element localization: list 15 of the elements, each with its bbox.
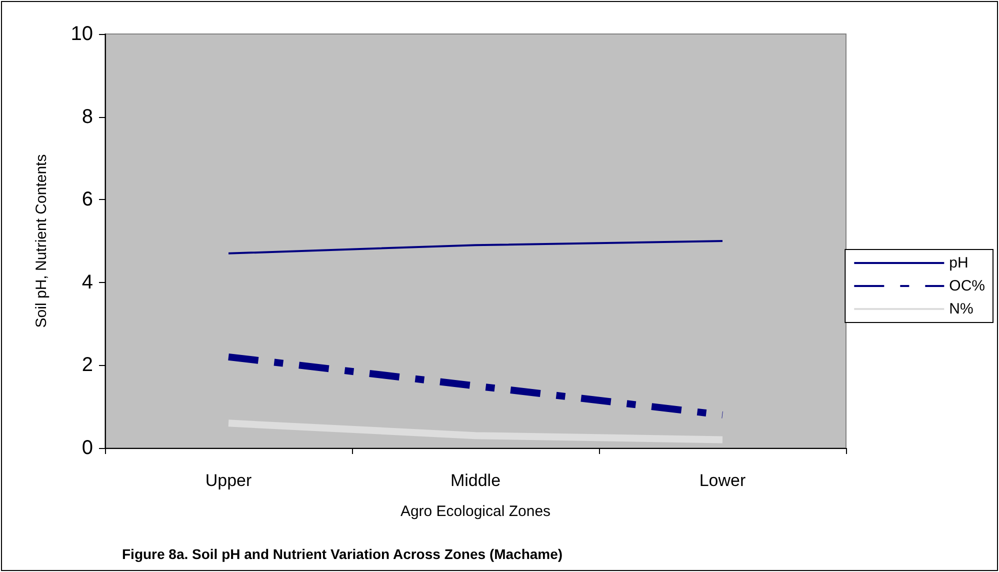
- x-tick-label: Lower: [699, 471, 746, 490]
- y-tick-label: 8: [82, 106, 93, 128]
- y-axis-title: Soil pH, Nutrient Contents: [33, 154, 50, 328]
- x-tick-label: Middle: [450, 471, 501, 490]
- y-tick-label: 2: [82, 354, 93, 376]
- x-axis-title: Agro Ecological Zones: [400, 503, 551, 520]
- text: pH: [949, 254, 968, 272]
- y-tick-label: 6: [82, 188, 93, 211]
- y-tick-label: 0: [82, 437, 93, 459]
- text: Figure 8a. Soil pH and Nutrient Variation Across Zones (Machame): [122, 546, 563, 562]
- y-tick-label: 10: [70, 23, 93, 45]
- y-tick-label: 4: [82, 271, 93, 294]
- text: N%: [949, 300, 974, 318]
- x-tick-label: Upper: [205, 471, 252, 490]
- text: OC%: [949, 278, 986, 294]
